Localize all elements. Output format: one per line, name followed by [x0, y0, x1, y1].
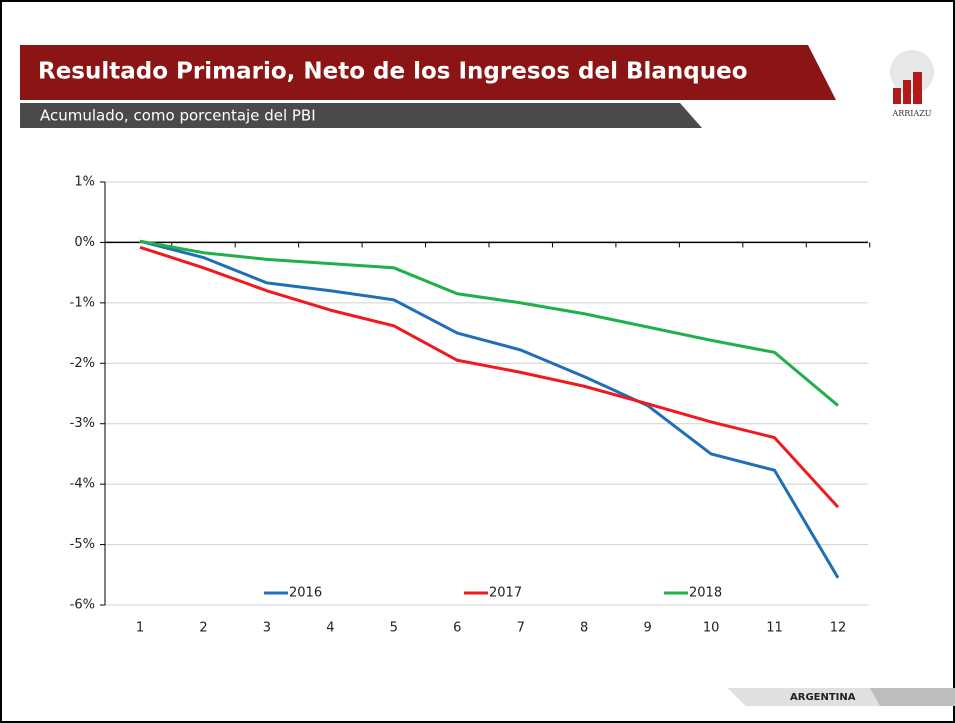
series-line	[139, 245, 840, 509]
x-tick-label: 4	[326, 621, 334, 636]
logo-text: ARRIAZU	[891, 109, 931, 118]
title-banner	[20, 45, 836, 100]
x-tick-label: 11	[766, 621, 783, 636]
legend-label: 2017	[489, 586, 522, 601]
y-tick-label: -4%	[70, 477, 95, 492]
footer-bar-light	[728, 688, 880, 706]
legend-label: 2016	[289, 586, 322, 601]
x-tick-label: 10	[703, 621, 720, 636]
y-tick-label: -6%	[70, 598, 95, 613]
x-tick-label: 7	[517, 621, 525, 636]
x-tick-label: 2	[199, 621, 207, 636]
subtitle: Acumulado, como porcentaje del PBI	[40, 107, 316, 125]
y-tick-label: -2%	[70, 356, 95, 371]
logo: ARRIAZU	[890, 50, 934, 118]
subtitle-bar	[20, 103, 702, 128]
series-line	[139, 239, 839, 407]
y-tick-label: 1%	[74, 175, 95, 190]
x-tick-label: 3	[263, 621, 271, 636]
legend-label: 2018	[689, 586, 722, 601]
y-tick-label: -3%	[70, 416, 95, 431]
title: Resultado Primario, Neto de los Ingresos…	[38, 59, 748, 85]
x-tick-label: 9	[643, 621, 651, 636]
x-tick-label: 6	[453, 621, 461, 636]
footer-country: ARGENTINA	[790, 692, 856, 703]
x-tick-label: 1	[136, 621, 144, 636]
y-tick-label: -1%	[70, 295, 95, 310]
x-tick-label: 8	[580, 621, 588, 636]
series-line	[139, 239, 840, 579]
x-tick-label: 5	[390, 621, 398, 636]
y-tick-label: -5%	[70, 537, 95, 552]
y-tick-label: 0%	[74, 235, 95, 250]
x-tick-label: 12	[830, 621, 847, 636]
